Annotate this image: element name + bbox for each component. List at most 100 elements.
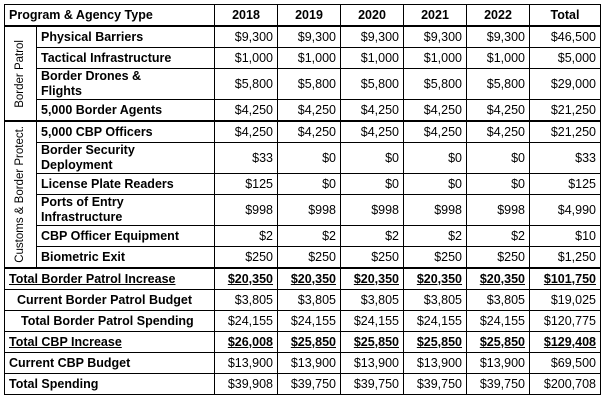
amount: $3,805	[214, 289, 279, 311]
amount: $4,250	[466, 99, 531, 122]
program-name: 5,000 CBP Officers	[35, 120, 216, 143]
amount: $0	[340, 173, 405, 195]
amount: $20,350	[214, 267, 279, 290]
amount: $0	[466, 142, 531, 174]
amount: $250	[403, 246, 468, 269]
program-row: Border Security Deployment $33 $0 $0 $0 $0 $33	[5, 142, 602, 174]
program-name: Ports of Entry Infrastructure	[35, 194, 216, 226]
amount: $33	[214, 142, 279, 174]
program-row: Customs & Border Protect. 5,000 CBP Offic…	[4, 120, 602, 269]
summary-label: Total CBP Increase	[3, 331, 216, 353]
amount: $5,800	[403, 68, 468, 100]
amount: $25,850	[340, 331, 405, 353]
program-name: License Plate Readers	[35, 173, 216, 195]
program-name: 5,000 Border Agents	[35, 99, 216, 122]
amount: $998	[214, 194, 279, 226]
amount: $10	[529, 225, 602, 247]
amount: $4,990	[529, 194, 602, 226]
amount: $998	[277, 194, 342, 226]
summary-row: Current CBP Budget $13,900 $13,900 $13,900 $…	[3, 352, 602, 374]
amount: $1,000	[403, 47, 468, 69]
amount: $3,805	[466, 289, 531, 311]
summary-label: Total Border Patrol Increase	[3, 267, 216, 290]
amount: $4,250	[466, 120, 531, 143]
program-row: Tactical Infrastructure $1,000 $1,000 $1,00…	[5, 47, 602, 69]
amount: $250	[466, 246, 531, 269]
amount: $101,750	[529, 267, 602, 290]
summary-label: Current Border Patrol Budget	[3, 289, 216, 311]
amount: $1,000	[466, 47, 531, 69]
amount: $21,250	[529, 120, 602, 143]
amount: $21,250	[529, 99, 602, 122]
amount: $24,155	[214, 310, 279, 332]
amount: $9,300	[466, 25, 531, 48]
group-label: Customs & Border Protect.	[14, 126, 26, 263]
amount: $3,805	[403, 289, 468, 311]
amount: $2	[403, 225, 468, 247]
program-row: Border Patrol Physical Barriers $9,300 $9,3…	[4, 25, 602, 122]
amount: $120,775	[529, 310, 602, 332]
amount: $4,250	[340, 120, 405, 143]
amount: $24,155	[403, 310, 468, 332]
summary-label: Total Spending	[3, 373, 216, 395]
program-row: License Plate Readers $125 $0 $0 $0 $0 $125	[5, 173, 602, 195]
amount: $125	[529, 173, 602, 195]
group-label: Border Patrol	[14, 39, 26, 108]
amount: $5,800	[340, 68, 405, 100]
header-cell: Program & Agency Type	[3, 4, 216, 27]
amount: $5,800	[214, 68, 279, 100]
program-name: Border Security Deployment	[35, 142, 216, 174]
amount: $0	[277, 142, 342, 174]
header-cell: 2022	[466, 4, 531, 27]
amount: $4,250	[403, 120, 468, 143]
program-row: CBP Officer Equipment $2 $2 $2 $2 $2 $10	[5, 225, 602, 247]
amount: $0	[340, 142, 405, 174]
amount: $25,850	[403, 331, 468, 353]
amount: $39,908	[214, 373, 279, 395]
amount: $998	[340, 194, 405, 226]
amount: $9,300	[214, 25, 279, 48]
amount: $20,350	[403, 267, 468, 290]
amount: $24,155	[277, 310, 342, 332]
amount: $39,750	[403, 373, 468, 395]
amount: $9,300	[277, 25, 342, 48]
amount: $200,708	[529, 373, 602, 395]
amount: $13,900	[403, 352, 468, 374]
program-row: Ports of Entry Infrastructure $998 $998 $99…	[5, 194, 602, 226]
amount: $1,000	[340, 47, 405, 69]
amount: $4,250	[277, 120, 342, 143]
program-name: Physical Barriers	[35, 25, 216, 48]
amount: $19,025	[529, 289, 602, 311]
header-cell: 2019	[277, 4, 342, 27]
amount: $3,805	[340, 289, 405, 311]
amount: $25,850	[277, 331, 342, 353]
amount: $250	[214, 246, 279, 269]
program-name: CBP Officer Equipment	[35, 225, 216, 247]
amount: $29,000	[529, 68, 602, 100]
amount: $4,250	[214, 120, 279, 143]
header-cell: Total	[529, 4, 602, 27]
amount: $4,250	[403, 99, 468, 122]
amount: $998	[466, 194, 531, 226]
amount: $24,155	[340, 310, 405, 332]
amount: $46,500	[529, 25, 602, 48]
amount: $24,155	[466, 310, 531, 332]
program-row: Biometric Exit $250 $250 $250 $250 $250 $1,250	[5, 246, 602, 269]
amount: $4,250	[277, 99, 342, 122]
amount: $9,300	[403, 25, 468, 48]
summary-row: Total Border Patrol Spending $24,155 $24,1…	[3, 310, 602, 332]
program-name: Biometric Exit	[35, 246, 216, 269]
amount: $20,350	[340, 267, 405, 290]
amount: $1,250	[529, 246, 602, 269]
program-row: Border Drones & Flights $5,800 $5,800 $5,80…	[5, 68, 602, 100]
amount: $13,900	[466, 352, 531, 374]
summary-row: Total Border Patrol Increase $20,350 $20,3…	[3, 267, 602, 290]
amount: $4,250	[214, 99, 279, 122]
summary-label: Total Border Patrol Spending	[3, 310, 216, 332]
program-name: Border Drones & Flights	[35, 68, 216, 100]
amount: $250	[340, 246, 405, 269]
amount: $3,805	[277, 289, 342, 311]
amount: $13,900	[340, 352, 405, 374]
amount: $1,000	[214, 47, 279, 69]
